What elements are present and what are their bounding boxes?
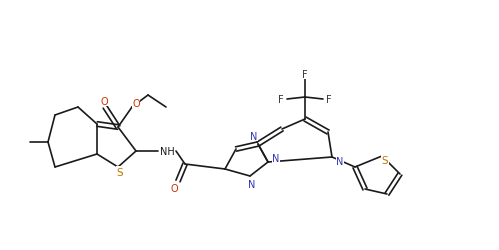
Text: F: F bbox=[278, 94, 284, 104]
Text: O: O bbox=[132, 98, 140, 108]
Text: N: N bbox=[336, 156, 344, 166]
Text: F: F bbox=[326, 94, 332, 104]
Text: NH: NH bbox=[160, 146, 174, 156]
Text: S: S bbox=[382, 156, 388, 165]
Text: F: F bbox=[302, 70, 308, 80]
Text: O: O bbox=[170, 183, 178, 193]
Text: N: N bbox=[272, 154, 279, 163]
Text: O: O bbox=[100, 96, 108, 106]
Text: S: S bbox=[117, 167, 123, 177]
Text: N: N bbox=[249, 179, 255, 189]
Text: N: N bbox=[250, 132, 257, 141]
